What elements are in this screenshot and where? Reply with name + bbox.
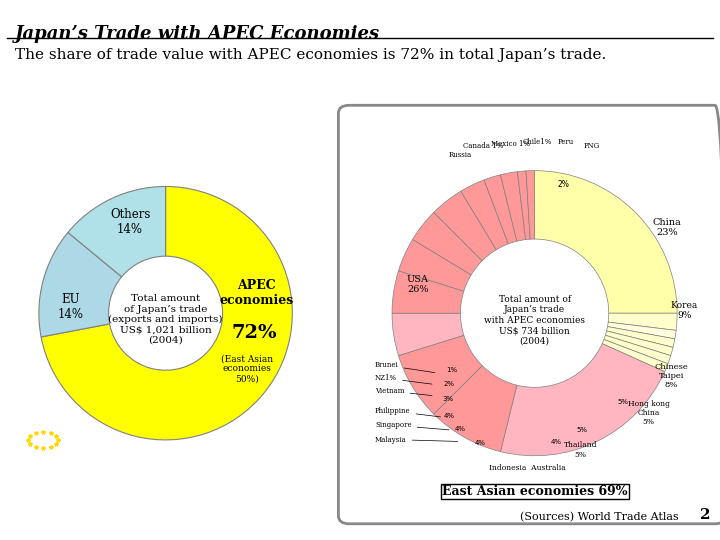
Text: APEC
economies: APEC economies (220, 279, 294, 307)
Text: 4%: 4% (475, 440, 486, 446)
Wedge shape (433, 191, 496, 261)
Text: Others
14%: Others 14% (110, 208, 150, 236)
Text: Malaysia: Malaysia (375, 435, 458, 443)
Text: Chinese
Taipei
8%: Chinese Taipei 8% (654, 363, 688, 389)
Wedge shape (484, 175, 517, 244)
Text: China
23%: China 23% (653, 218, 682, 238)
Wedge shape (608, 322, 676, 339)
Wedge shape (518, 171, 530, 240)
Text: 2%: 2% (557, 180, 569, 190)
Text: Philippine: Philippine (375, 407, 441, 417)
Text: 2%: 2% (444, 381, 454, 388)
Wedge shape (604, 335, 671, 364)
Text: EU
14%: EU 14% (58, 293, 84, 321)
Wedge shape (526, 171, 535, 239)
Wedge shape (413, 212, 482, 275)
Text: Brunei: Brunei (375, 361, 435, 373)
Wedge shape (500, 343, 665, 456)
Wedge shape (602, 340, 668, 372)
Text: The share of trade value with APEC economies is 72% in total Japan’s trade.: The share of trade value with APEC econo… (15, 48, 606, 62)
Text: Total amount
of Japan’s trade
(exports and imports)
US$ 1,021 billion
(2004): Total amount of Japan’s trade (exports a… (108, 294, 223, 345)
Text: Total amount of
Japan’s trade
with APEC economies
US$ 734 billion
(2004): Total amount of Japan’s trade with APEC … (484, 295, 585, 346)
Wedge shape (461, 180, 508, 250)
Text: 4%: 4% (444, 413, 454, 419)
Text: Peru: Peru (558, 138, 574, 146)
Wedge shape (392, 313, 464, 356)
Wedge shape (608, 313, 677, 330)
Text: Indonesia  Australia: Indonesia Australia (489, 464, 566, 472)
Text: Chile1%: Chile1% (523, 138, 552, 146)
Wedge shape (433, 366, 517, 451)
Text: 5%: 5% (618, 399, 629, 404)
Text: 72%: 72% (232, 325, 277, 342)
Text: 1%: 1% (446, 367, 457, 373)
Wedge shape (398, 335, 482, 414)
Text: Thailand
5%: Thailand 5% (564, 442, 597, 458)
Text: Korea
9%: Korea 9% (670, 301, 698, 320)
Text: Canada 1%: Canada 1% (463, 143, 503, 151)
Text: East Asian economies 69%: East Asian economies 69% (442, 485, 627, 498)
Text: (East Asian
economies
50%): (East Asian economies 50%) (220, 354, 273, 384)
Text: Mexico 1%: Mexico 1% (491, 139, 530, 147)
Wedge shape (398, 239, 471, 291)
Text: 2: 2 (700, 508, 711, 522)
Text: PNG: PNG (583, 143, 600, 151)
Text: Russia: Russia (449, 151, 472, 159)
Wedge shape (606, 327, 675, 347)
Wedge shape (392, 271, 464, 313)
Wedge shape (39, 232, 122, 337)
Text: NZ1%: NZ1% (375, 374, 432, 384)
Text: Singapore: Singapore (375, 421, 449, 430)
Text: 4%: 4% (551, 438, 562, 444)
Wedge shape (606, 331, 673, 356)
Wedge shape (41, 186, 292, 440)
Wedge shape (534, 171, 677, 313)
Text: USA
26%: USA 26% (407, 275, 428, 294)
Text: Vietnam: Vietnam (375, 387, 432, 396)
Text: (Sources) World Trade Atlas: (Sources) World Trade Atlas (520, 512, 679, 522)
Text: 5%: 5% (576, 427, 587, 433)
Text: 3%: 3% (442, 396, 453, 402)
Text: Japan’s Trade with APEC Economies: Japan’s Trade with APEC Economies (15, 25, 380, 43)
Wedge shape (68, 186, 166, 277)
Text: 4%: 4% (455, 426, 466, 431)
Wedge shape (500, 172, 526, 241)
Text: Hong kong
China
5%: Hong kong China 5% (628, 400, 670, 426)
